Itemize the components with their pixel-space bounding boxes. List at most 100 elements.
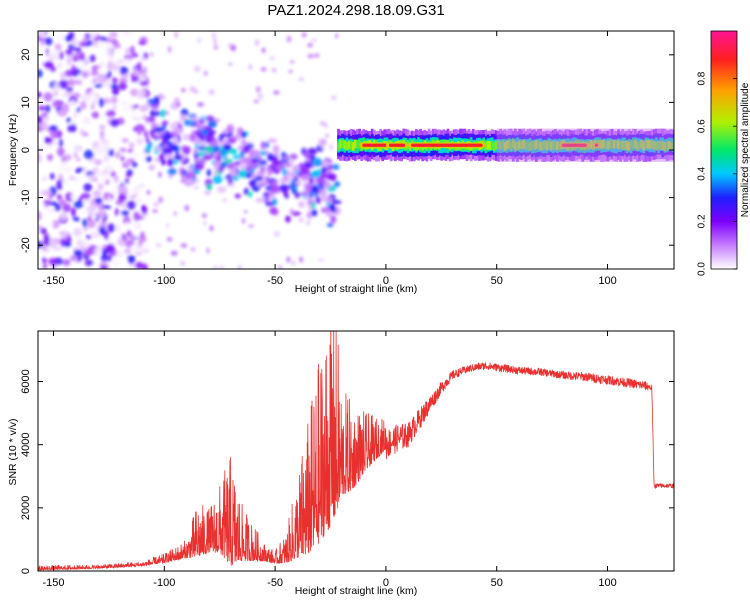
heatmap-cell bbox=[301, 31, 307, 38]
heatmap-cell bbox=[212, 265, 218, 269]
heatmap-cell bbox=[306, 220, 311, 226]
heatmap-cell bbox=[319, 141, 324, 149]
heatmap-cell bbox=[227, 62, 233, 66]
heatmap-cell bbox=[278, 265, 283, 269]
heatmap-cell bbox=[331, 207, 337, 213]
heatmap-cell bbox=[44, 37, 53, 46]
heatmap-cell bbox=[89, 54, 96, 63]
heatmap-cell bbox=[325, 172, 335, 181]
heatmap-cell bbox=[124, 221, 130, 230]
heatmap-cell bbox=[160, 109, 166, 118]
heatmap-cell bbox=[227, 138, 237, 143]
heatmap-cell bbox=[520, 140, 524, 150]
heatmap-cell bbox=[269, 56, 276, 61]
colorbar-tick-label: 0.2 bbox=[697, 214, 708, 228]
heatmap-cell bbox=[294, 191, 300, 199]
heatmap-cell bbox=[139, 80, 149, 86]
heatmap-cell bbox=[246, 173, 252, 179]
heatmap-cell bbox=[71, 191, 76, 200]
heatmap-cell bbox=[75, 168, 82, 174]
heatmap-cell bbox=[75, 157, 81, 162]
heatmap-cell bbox=[133, 211, 140, 222]
heatmap-cell bbox=[539, 141, 542, 151]
heatmap-cell bbox=[270, 184, 280, 192]
heatmap-cell bbox=[287, 170, 293, 179]
heatmap-cell bbox=[270, 180, 276, 185]
heatmap-cell bbox=[589, 140, 593, 149]
heatmap-cell bbox=[38, 115, 43, 125]
heatmap-cell bbox=[129, 231, 134, 239]
heatmap-cell bbox=[110, 96, 118, 104]
heatmap-cell bbox=[38, 142, 42, 148]
heatmap-cell bbox=[125, 101, 135, 108]
heatmap-cell bbox=[87, 219, 96, 229]
heatmap-cell bbox=[72, 216, 80, 222]
heatmap-cell bbox=[41, 250, 47, 257]
heatmap-cell bbox=[193, 147, 198, 155]
heatmap-cell bbox=[318, 258, 325, 262]
heatmap-cell bbox=[82, 116, 91, 125]
heatmap-cell bbox=[165, 110, 169, 116]
heatmap-cell bbox=[96, 73, 107, 84]
heatmap-cell bbox=[551, 140, 555, 150]
heatmap-cell bbox=[62, 179, 69, 185]
heatmap-cell bbox=[636, 142, 639, 151]
heatmap-cell bbox=[133, 112, 143, 120]
heatmap-cell bbox=[288, 70, 293, 74]
heatmap-cell bbox=[43, 92, 53, 102]
heatmap-cell bbox=[304, 154, 313, 159]
heatmap-cell bbox=[56, 147, 65, 157]
heatmap-cell bbox=[286, 256, 291, 263]
heatmap-cell bbox=[43, 116, 50, 122]
snr-y-ticks: 0 2000 4000 6000 bbox=[20, 369, 674, 574]
heatmap-cell bbox=[265, 141, 270, 149]
heatmap-cell bbox=[145, 144, 151, 153]
heatmap-cell bbox=[128, 142, 135, 149]
heatmap-cell bbox=[81, 131, 89, 137]
heatmap-cell bbox=[194, 177, 200, 184]
heatmap-cell bbox=[112, 42, 121, 49]
heatmap-cell bbox=[327, 222, 334, 228]
heatmap-cell bbox=[307, 43, 313, 48]
heatmap-cell bbox=[280, 177, 286, 185]
heatmap-cell bbox=[114, 208, 120, 217]
heatmap-cell bbox=[307, 147, 318, 155]
colorbar-tick-label: 0.0 bbox=[697, 262, 708, 276]
heatmap-cell bbox=[42, 263, 48, 269]
heatmap-cell bbox=[250, 152, 254, 157]
colorbar-gradient bbox=[710, 30, 738, 270]
y-tick-label: -10 bbox=[20, 190, 32, 206]
heatmap-cell bbox=[216, 186, 227, 193]
heatmap-cell bbox=[38, 262, 42, 268]
colorbar-tick-label: 0.4 bbox=[697, 166, 708, 180]
heatmap-cell bbox=[71, 207, 76, 217]
heatmap-cell bbox=[124, 159, 131, 166]
heatmap-cell bbox=[330, 215, 337, 224]
heatmap-cell bbox=[351, 142, 355, 151]
heatmap-cell bbox=[83, 149, 94, 160]
heatmap-cell bbox=[208, 137, 214, 141]
heatmap-cell bbox=[319, 170, 327, 180]
heatmap-cell bbox=[325, 209, 333, 217]
heatmap-cell bbox=[289, 153, 298, 160]
heatmap-cell bbox=[213, 38, 217, 45]
heatmap-cell bbox=[288, 159, 295, 165]
heatmap-cell bbox=[621, 140, 625, 150]
heatmap-cell bbox=[184, 204, 190, 212]
heatmap-cell bbox=[173, 210, 177, 216]
heatmap-cell bbox=[623, 141, 627, 150]
heatmap-cell bbox=[205, 115, 215, 122]
heatmap-cell bbox=[118, 81, 127, 91]
heatmap-cell bbox=[38, 224, 43, 230]
heatmap-cell bbox=[76, 114, 86, 120]
heatmap-cell bbox=[239, 150, 245, 159]
heatmap-cell bbox=[270, 189, 274, 195]
heatmap-cell bbox=[322, 160, 330, 168]
heatmap-cell bbox=[120, 210, 130, 217]
heatmap-cell bbox=[657, 141, 660, 150]
heatmap-cell bbox=[170, 250, 178, 256]
heatmap-cell bbox=[299, 256, 304, 263]
heatmap-cell bbox=[109, 84, 118, 89]
heatmap-cell bbox=[148, 164, 156, 171]
heatmap-cell bbox=[56, 194, 62, 201]
